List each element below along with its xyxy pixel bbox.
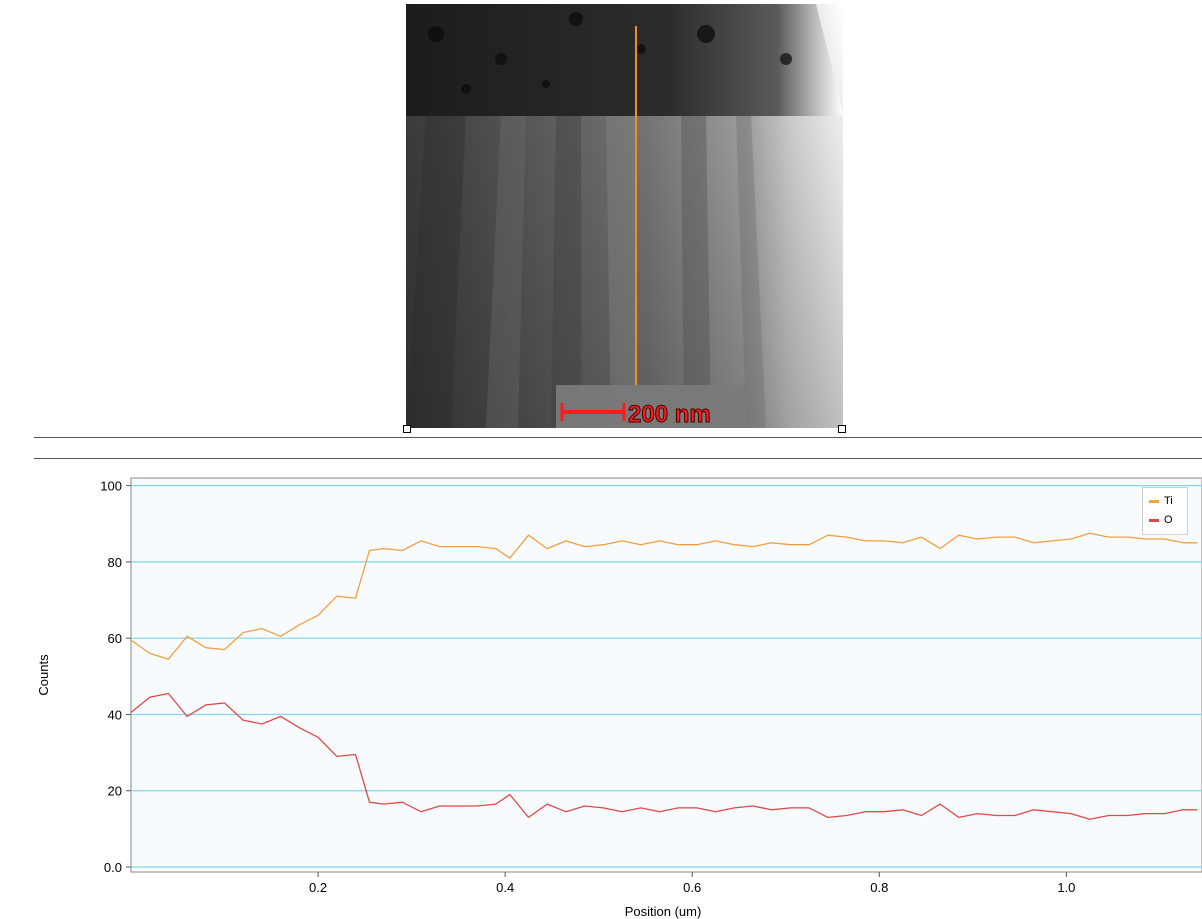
resize-handle-right[interactable] <box>838 425 846 433</box>
y-tick-label: 80 <box>108 555 122 570</box>
legend: Ti O <box>1142 487 1188 535</box>
y-tick-label: 20 <box>108 784 122 799</box>
series-layer <box>130 532 1198 820</box>
scale-bar: 200 nm <box>560 401 711 428</box>
resize-handle-left[interactable] <box>403 425 411 433</box>
series-line-o <box>130 692 1198 820</box>
legend-item-o: O <box>1149 512 1173 528</box>
grid <box>131 485 1202 868</box>
y-tick-label: 60 <box>108 631 122 646</box>
micrograph-image: 200 nm <box>406 4 843 428</box>
legend-swatch-ti <box>1149 499 1159 503</box>
x-tick-label: 1.0 <box>1057 880 1075 895</box>
legend-swatch-o <box>1149 518 1159 522</box>
x-tick-label: 0.2 <box>309 880 327 895</box>
x-tick-label: 0.4 <box>496 880 514 895</box>
x-axis: 0.2 0.4 0.6 0.8 1.0 <box>309 872 1075 895</box>
y-axis: 0.0 20 40 60 80 100 <box>100 479 131 875</box>
tem-micrograph: 200 nm <box>406 4 843 428</box>
series-line-ti <box>130 532 1198 660</box>
x-axis-title: Position (um) <box>625 904 702 919</box>
y-tick-label: 40 <box>108 707 122 722</box>
y-tick-label: 0.0 <box>104 860 122 875</box>
pane-divider-top <box>34 437 1202 438</box>
x-tick-label: 0.8 <box>870 880 888 895</box>
legend-item-ti: Ti <box>1149 493 1173 509</box>
legend-label-o: O <box>1164 514 1173 526</box>
pane-divider-bottom[interactable] <box>34 458 1202 459</box>
line-profile-chart: 0.0 20 40 60 80 100 0.2 0.4 0.6 0.8 1.0 Counts Po… <box>36 477 1202 919</box>
y-tick-label: 100 <box>100 479 122 494</box>
plot-area <box>130 477 1202 873</box>
y-axis-title: Counts <box>36 654 51 696</box>
legend-label-ti: Ti <box>1164 495 1173 507</box>
x-tick-label: 0.6 <box>683 880 701 895</box>
scale-bar-label: 200 nm <box>628 401 711 428</box>
